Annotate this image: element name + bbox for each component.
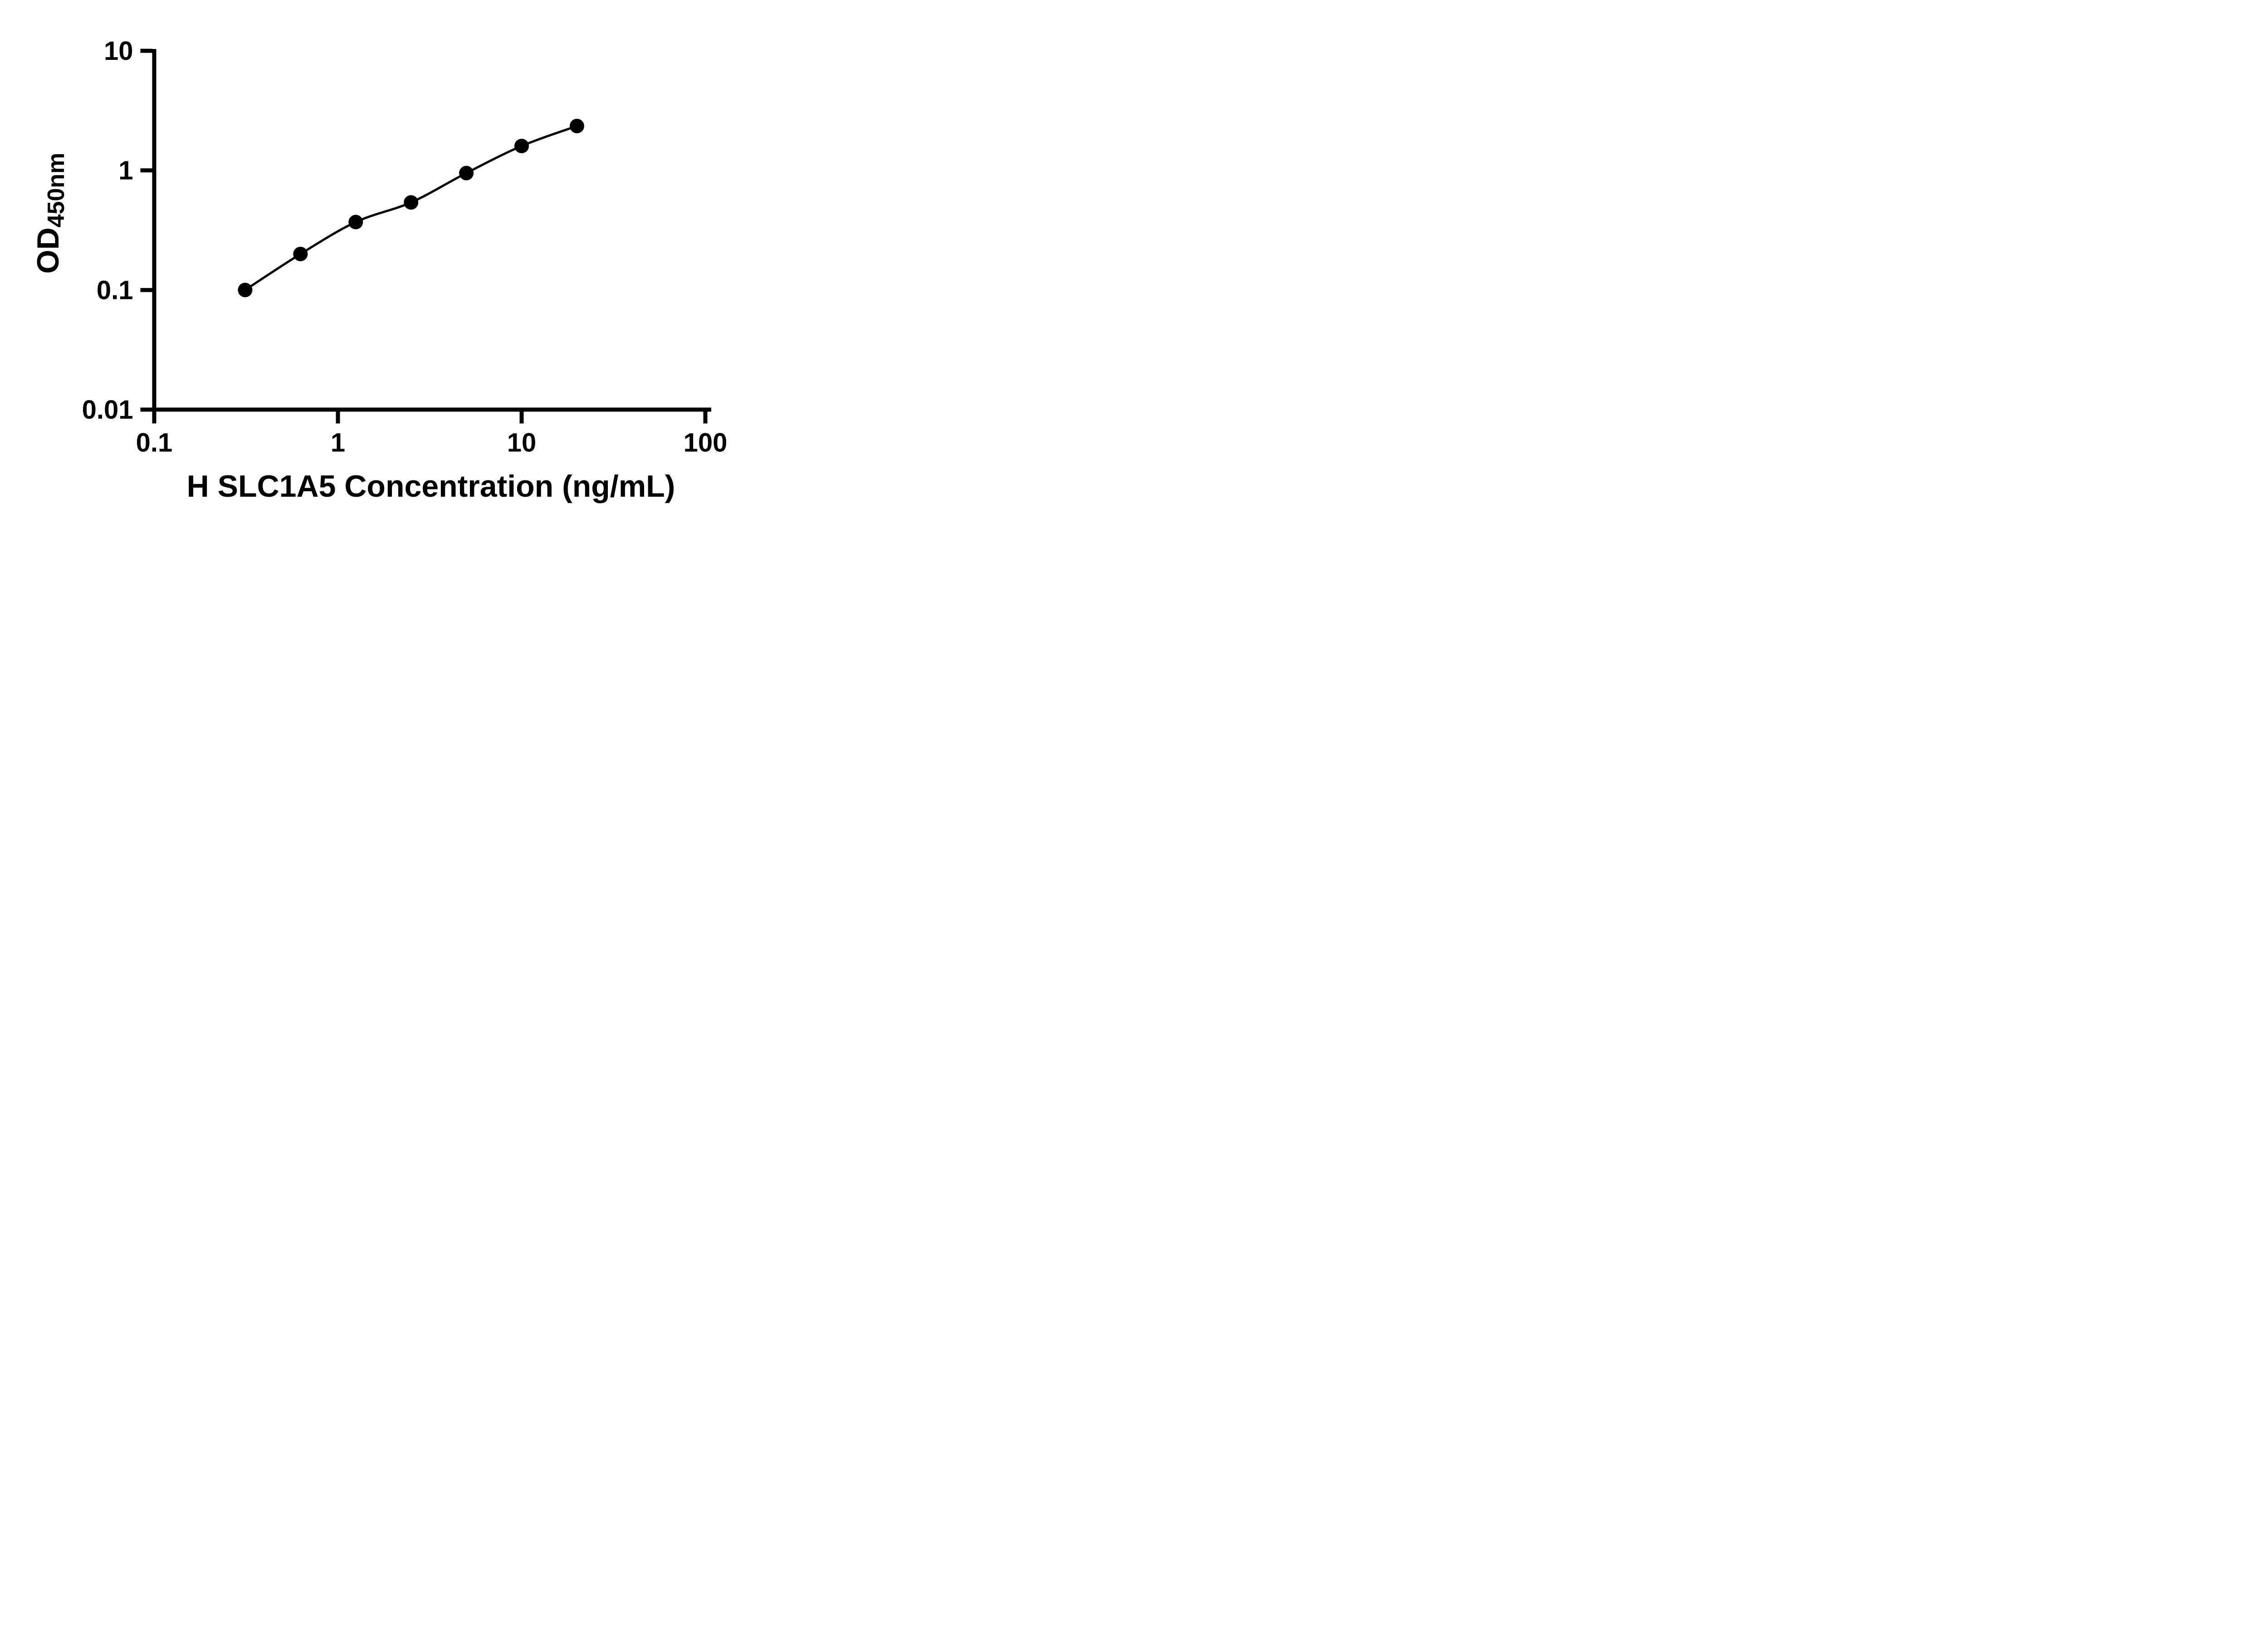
data-point-marker [293, 246, 308, 261]
y-tick-label: 1 [118, 156, 133, 186]
data-point-marker [404, 195, 419, 210]
y-axis-title-subscript: 450nm [43, 152, 69, 228]
x-tick-label: 0.1 [136, 428, 173, 458]
y-axis-title: OD450nm [30, 152, 69, 274]
x-axis-title: H SLC1A5 Concentration (ng/mL) [186, 469, 675, 504]
x-tick-label: 1 [331, 428, 345, 458]
data-point-marker [459, 166, 474, 181]
data-point-marker [238, 283, 253, 298]
elisa-standard-curve-figure: 0.1 1 10 100 0.01 0.1 1 10 OD450nm H SLC1A5 Con… [0, 0, 777, 544]
y-tick-label: 0.1 [97, 275, 133, 305]
data-point-marker [348, 215, 363, 230]
data-point-marker [514, 138, 529, 153]
x-tick-label: 100 [684, 428, 728, 458]
x-tick-label: 10 [507, 428, 537, 458]
y-tick-label: 0.01 [82, 395, 133, 425]
y-axis-title-main: OD [31, 227, 65, 274]
y-tick-label: 10 [104, 36, 133, 66]
data-point-marker [569, 118, 584, 133]
